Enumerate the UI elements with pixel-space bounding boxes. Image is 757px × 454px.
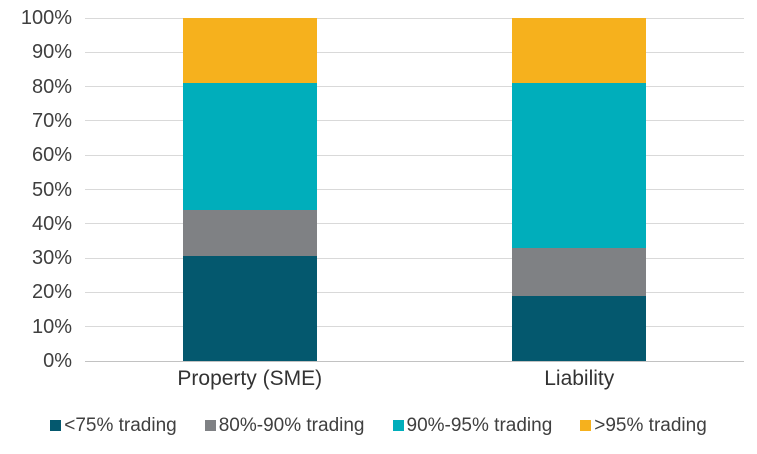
legend-item-90-95-trading: 90%-95% trading	[392, 414, 553, 436]
legend-label: 80%-90% trading	[218, 414, 365, 436]
x-axis: Property (SME) Liability	[85, 367, 744, 391]
y-tick-label: 0%	[43, 350, 72, 372]
category-label-property-sme: Property (SME)	[177, 367, 323, 390]
bar-liability	[512, 18, 646, 361]
y-tick-label: 10%	[31, 315, 72, 338]
bar-property-sme	[183, 18, 317, 361]
bar-segment	[512, 247, 646, 296]
gridline	[85, 291, 744, 293]
gridline	[85, 223, 744, 225]
legend-label: 90%-95% trading	[406, 414, 553, 436]
y-tick-label: 30%	[31, 247, 72, 270]
bar-segment	[183, 18, 317, 84]
gridline	[85, 326, 744, 328]
plot-area	[85, 17, 744, 362]
legend-label: >95% trading	[594, 414, 707, 436]
legend-label: <75% trading	[64, 414, 177, 436]
legend: <75% trading 80%-90% trading 90%-95% tra…	[0, 409, 757, 441]
y-tick-label: 70%	[31, 109, 72, 132]
category-label-liability: Liability	[544, 367, 615, 390]
bar-segment	[512, 83, 646, 248]
legend-item-80-90-trading: 80%-90% trading	[204, 414, 365, 436]
bar-segment	[512, 295, 646, 361]
legend-swatch-icon	[392, 419, 404, 431]
gridline	[85, 154, 744, 156]
gridline	[85, 189, 744, 190]
gridline	[85, 257, 744, 259]
legend-item-gt95-trading: >95% trading	[580, 416, 707, 435]
bar-segment	[183, 83, 317, 211]
y-tick-label: 40%	[31, 212, 72, 235]
legend-item-lt75-trading: <75% trading	[50, 416, 177, 435]
legend-swatch-icon	[50, 419, 62, 431]
gridline	[85, 120, 744, 122]
y-tick-label: 50%	[31, 178, 72, 201]
bar-segment	[183, 210, 317, 257]
legend-swatch-icon	[580, 419, 592, 431]
y-axis: 0% 10% 20% 30% 40% 50% 60% 70% 80% 90% 100%	[0, 8, 72, 371]
y-tick-label: 100%	[20, 7, 72, 29]
y-tick-label: 90%	[31, 41, 72, 64]
x-axis-line	[85, 360, 744, 362]
y-tick-label: 20%	[31, 281, 72, 304]
gridline	[85, 17, 744, 19]
gridline	[85, 51, 744, 53]
gridline	[85, 86, 744, 88]
bar-segment	[512, 18, 646, 84]
y-tick-label: 80%	[31, 75, 72, 98]
y-tick-label: 60%	[31, 144, 72, 167]
bar-segment	[183, 256, 317, 361]
legend-swatch-icon	[204, 419, 216, 431]
